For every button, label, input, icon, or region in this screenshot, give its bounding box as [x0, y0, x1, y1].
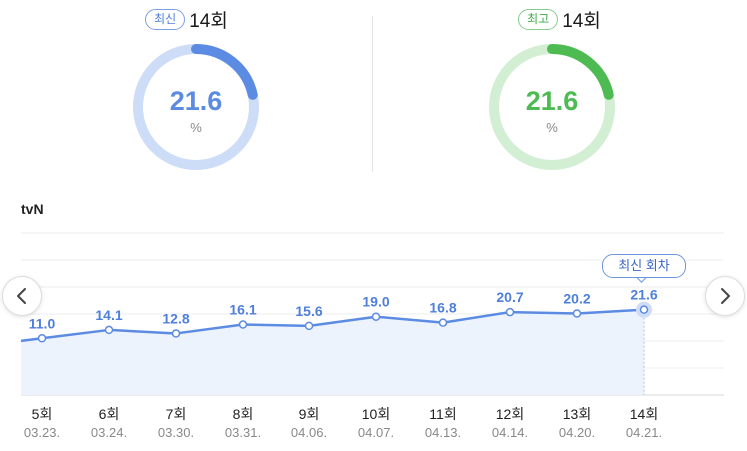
data-label: 16.1 [229, 302, 256, 318]
data-label: 16.8 [429, 300, 456, 316]
data-label: 15.6 [295, 303, 322, 319]
x-tick-date: 04.06. [291, 425, 327, 440]
highest-rating-unit: % [546, 120, 558, 135]
x-tick-episode: 14회 [630, 406, 658, 422]
chevron-right-icon [721, 288, 730, 304]
x-tick-date: 03.30. [158, 425, 194, 440]
x-tick-episode: 6회 [99, 406, 120, 422]
area-fill [21, 309, 644, 395]
latest-badge: 최신 [145, 9, 186, 30]
latest-ring-arc [133, 44, 259, 170]
x-tick-date: 03.24. [91, 425, 127, 440]
x-tick-date: 04.07. [358, 425, 394, 440]
latest-rating-unit: % [190, 120, 202, 135]
data-point [505, 307, 515, 317]
next-button[interactable] [705, 276, 745, 316]
latest-rating-panel: 최신 14회 21.6 % [0, 0, 373, 180]
x-tick-episode: 13회 [563, 406, 591, 422]
data-point [238, 320, 248, 329]
x-tick-episode: 5회 [32, 406, 53, 422]
x-tick-date: 03.31. [225, 425, 261, 440]
chevron-left-icon [17, 288, 26, 304]
data-label: 20.7 [496, 289, 523, 305]
data-point [37, 334, 47, 343]
data-point [639, 305, 649, 314]
data-point [171, 329, 181, 338]
data-label: 19.0 [362, 294, 389, 310]
highest-rating-panel: 최고 14회 21.6 % [373, 0, 746, 180]
data-label: 12.8 [162, 310, 189, 326]
highest-rating-value: 21.6 [525, 86, 579, 116]
network-label: tvN [21, 201, 44, 217]
highest-episode: 14회 [562, 11, 601, 32]
x-tick-episode: 9회 [299, 406, 320, 422]
latest-episode: 14회 [189, 11, 228, 32]
x-tick-date: 04.14. [492, 425, 528, 440]
data-point [304, 321, 314, 331]
x-tick-date: 04.20. [559, 425, 595, 440]
data-label: 20.2 [563, 290, 590, 306]
x-tick-episode: 7회 [166, 406, 187, 422]
data-point [371, 312, 381, 321]
highest-rating-ring: 21.6 % [487, 42, 617, 172]
x-tick-episode: 12회 [496, 406, 524, 422]
data-label: 21.6 [630, 287, 657, 303]
x-tick-date: 04.21. [626, 425, 662, 440]
latest-rating-value: 21.6 [169, 86, 223, 116]
x-tick-episode: 8회 [233, 406, 254, 422]
latest-rating-ring: 21.6 % [131, 42, 261, 172]
data-label: 14.1 [95, 307, 122, 323]
data-point [572, 309, 582, 318]
data-point [104, 325, 114, 335]
x-tick-episode: 11회 [429, 406, 456, 422]
latest-episode-tag: 최신 회차 [602, 254, 686, 278]
x-tick-date: 04.13. [425, 425, 461, 440]
data-point [438, 318, 448, 327]
x-tick-episode: 10회 [362, 406, 390, 422]
latest-rating-header: 최신 14회 [0, 6, 373, 33]
highest-rating-header: 최고 14회 [373, 6, 746, 33]
prev-button[interactable] [2, 276, 42, 316]
data-label: 11.0 [29, 315, 56, 331]
highest-badge: 최고 [518, 9, 559, 30]
highest-ring-arc [489, 44, 615, 170]
x-tick-date: 03.23. [24, 425, 60, 440]
panel-divider [372, 16, 373, 172]
